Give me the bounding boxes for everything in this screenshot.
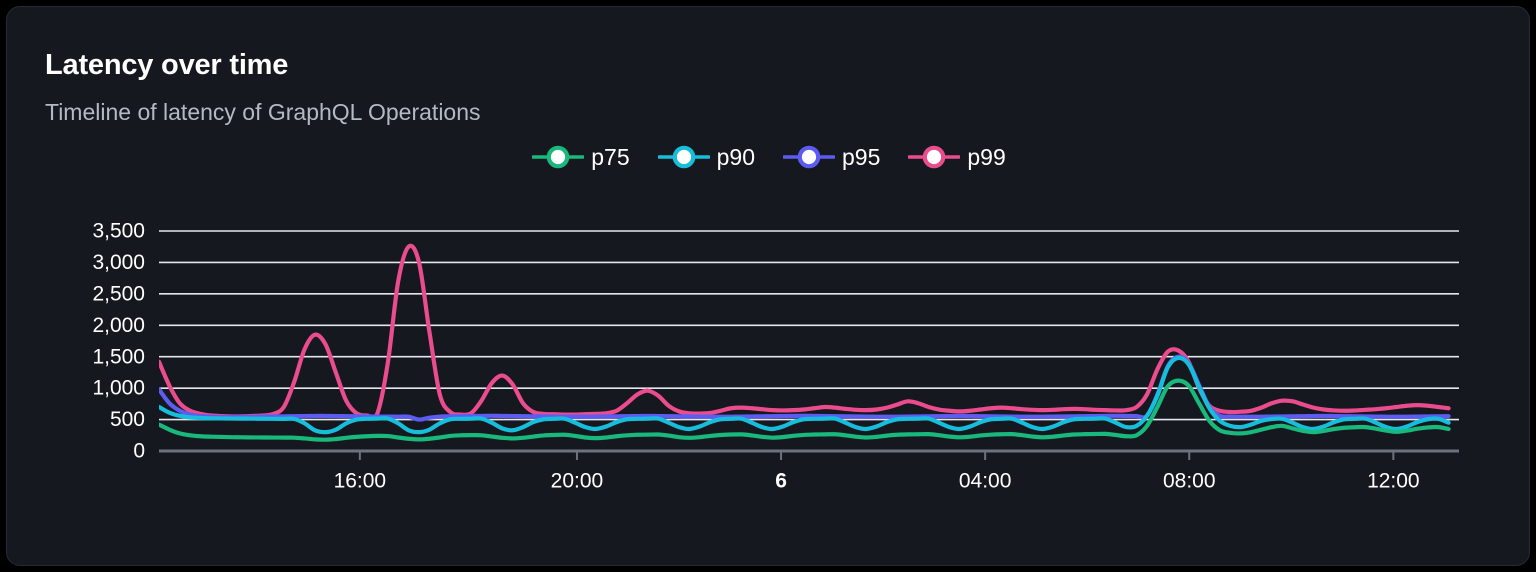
x-axis-tick-label: 16:00	[334, 469, 387, 492]
y-axis-tick-label: 500	[110, 408, 145, 431]
legend-item-p99[interactable]: p99	[908, 143, 1006, 170]
x-axis-tick-label: 20:00	[551, 469, 604, 492]
legend-item-label: p99	[967, 143, 1006, 170]
legend-item-label: p90	[716, 143, 755, 170]
series-line-p75	[159, 378, 1451, 442]
line-chart-svg: 0 500 1,000 1,500 2,000 2,500 3,000 3,500 16:00 2…	[92, 220, 1459, 492]
y-axis-tick-label: 1,500	[92, 345, 145, 368]
x-axis-tick-label: 04:00	[959, 469, 1012, 492]
legend-marker-icon	[532, 145, 585, 169]
y-axis-tick-label: 2,500	[92, 282, 145, 305]
y-axis-tick-label: 3,500	[92, 220, 145, 243]
legend-item-label: p75	[591, 143, 630, 170]
legend-marker-icon	[657, 145, 710, 169]
x-axis-tick-label: 12:00	[1367, 469, 1420, 492]
chart-subtitle: Timeline of latency of GraphQL Operation…	[45, 99, 481, 125]
y-axis-tick-label: 2,000	[92, 314, 145, 337]
series-line-p95	[159, 354, 1451, 422]
legend-item-p90[interactable]: p90	[657, 143, 755, 170]
y-axis-tick-label: 3,000	[92, 251, 145, 274]
x-axis-tick-label: 08:00	[1163, 469, 1216, 492]
y-axis-tick-label: 0	[133, 440, 145, 463]
legend-marker-icon	[908, 145, 961, 169]
latency-chart-card: Latency over time Timeline of latency of…	[6, 6, 1530, 566]
legend-item-p75[interactable]: p75	[532, 143, 630, 170]
legend-marker-icon	[783, 145, 835, 169]
chart-legend: p75 p90 p95 p99	[7, 143, 1529, 170]
series-line-p99	[159, 243, 1451, 420]
plot-area: 0 500 1,000 1,500 2,000 2,500 3,000 3,500 16:00 2…	[7, 7, 1529, 565]
series-line-p90	[159, 355, 1451, 435]
x-axis-tick-label: 6	[775, 469, 787, 492]
page-title: Latency over time	[45, 49, 289, 81]
legend-item-p95[interactable]: p95	[783, 145, 880, 169]
legend-item-label: p95	[842, 143, 881, 170]
y-axis-tick-label: 1,000	[92, 377, 145, 400]
